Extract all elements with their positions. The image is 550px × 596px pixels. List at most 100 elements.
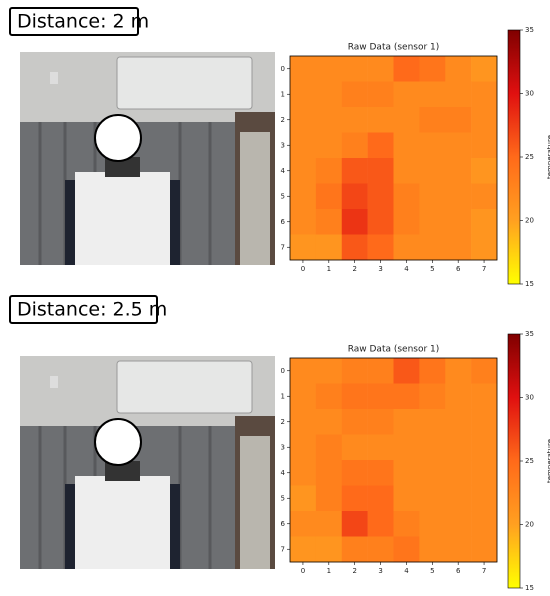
colorbar-label: temperature bbox=[546, 439, 550, 483]
heat-cell bbox=[367, 409, 394, 435]
x-tick-label: 7 bbox=[482, 567, 486, 575]
heat-cell bbox=[471, 81, 498, 108]
photo bbox=[18, 50, 277, 267]
y-tick-label: 6 bbox=[281, 520, 286, 528]
heat-cell bbox=[341, 209, 368, 235]
heat-cell bbox=[367, 132, 394, 159]
heat-cell bbox=[290, 383, 317, 410]
y-tick-label: 6 bbox=[281, 218, 286, 226]
colorbar bbox=[507, 333, 521, 589]
heat-cell bbox=[419, 158, 446, 184]
colorbar-tick-label: 30 bbox=[525, 90, 534, 98]
heat-cell bbox=[290, 56, 317, 82]
heat-cell bbox=[445, 81, 472, 108]
colorbar-tick-label: 35 bbox=[525, 26, 534, 34]
heat-cell bbox=[367, 234, 394, 261]
heat-cell bbox=[367, 56, 394, 82]
heat-cell bbox=[315, 158, 343, 184]
heat-cell bbox=[341, 511, 368, 537]
heat-cell bbox=[393, 409, 420, 435]
heat-cell bbox=[341, 158, 368, 184]
heat-cell bbox=[471, 107, 498, 133]
heat-cell bbox=[445, 234, 472, 261]
y-tick-label: 2 bbox=[281, 116, 285, 124]
heat-cell bbox=[290, 409, 317, 435]
heat-cell bbox=[367, 209, 394, 235]
heat-cell bbox=[393, 81, 420, 108]
heat-cell bbox=[471, 434, 498, 461]
heat-cell bbox=[367, 183, 394, 210]
x-tick-label: 5 bbox=[430, 265, 434, 273]
heat-cell bbox=[445, 209, 472, 235]
heat-cell bbox=[393, 358, 420, 384]
heat-cell bbox=[471, 132, 498, 159]
heat-cell bbox=[341, 434, 368, 461]
heat-cell bbox=[419, 383, 446, 410]
plot-frame bbox=[289, 55, 498, 261]
heat-cell bbox=[367, 536, 394, 563]
heat-cell bbox=[290, 183, 317, 210]
heat-cell bbox=[445, 460, 472, 486]
heat-cell bbox=[393, 460, 420, 486]
heat-cell bbox=[341, 485, 368, 512]
heat-cell bbox=[419, 234, 446, 261]
heat-cell bbox=[393, 383, 420, 410]
label-box bbox=[9, 295, 158, 324]
heat-cell bbox=[315, 183, 343, 210]
heat-cell bbox=[393, 183, 420, 210]
heat-cell bbox=[393, 209, 420, 235]
heat-cell bbox=[445, 132, 472, 159]
colorbar-label: temperature bbox=[546, 135, 550, 179]
y-tick-label: 5 bbox=[281, 192, 285, 200]
heat-cell bbox=[290, 434, 317, 461]
y-tick-label: 4 bbox=[281, 167, 286, 175]
heat-cell bbox=[367, 460, 394, 486]
panel-label: Distance: 2 m bbox=[17, 11, 149, 33]
heat-cell bbox=[419, 81, 446, 108]
x-tick-label: 1 bbox=[327, 265, 331, 273]
heat-cell bbox=[471, 485, 498, 512]
heat-cell bbox=[419, 183, 446, 210]
heat-cell bbox=[341, 234, 368, 261]
x-tick-label: 6 bbox=[456, 567, 461, 575]
heat-cell bbox=[445, 383, 472, 410]
heat-cell bbox=[315, 107, 343, 133]
heat-cell bbox=[445, 409, 472, 435]
heat-cell bbox=[445, 485, 472, 512]
heat-cell bbox=[315, 434, 343, 461]
heat-cell bbox=[393, 434, 420, 461]
heat-cell bbox=[290, 107, 317, 133]
heat-cell bbox=[445, 158, 472, 184]
heat-cell bbox=[315, 132, 343, 159]
x-tick-label: 7 bbox=[482, 265, 486, 273]
colorbar-tick-label: 20 bbox=[525, 521, 534, 529]
x-tick-label: 6 bbox=[456, 265, 461, 273]
y-tick-label: 7 bbox=[281, 545, 285, 553]
heat-cell bbox=[471, 234, 498, 261]
heat-cell bbox=[419, 56, 446, 82]
heat-cell bbox=[290, 536, 317, 563]
heat-cell bbox=[315, 383, 343, 410]
heat-cell bbox=[393, 485, 420, 512]
panel-label: Distance: 2.5 m bbox=[17, 299, 167, 321]
heat-cell bbox=[471, 460, 498, 486]
colorbar bbox=[507, 29, 521, 285]
heat-cell bbox=[367, 358, 394, 384]
heat-cell bbox=[445, 183, 472, 210]
heat-cell bbox=[341, 56, 368, 82]
y-tick-label: 3 bbox=[281, 443, 285, 451]
heat-cell bbox=[471, 56, 498, 82]
heat-cell bbox=[393, 234, 420, 261]
heat-cell bbox=[315, 485, 343, 512]
heat-cell bbox=[341, 132, 368, 159]
heat-cell bbox=[290, 358, 317, 384]
heat-cell bbox=[315, 358, 343, 384]
heat-cell bbox=[367, 511, 394, 537]
x-tick-label: 5 bbox=[430, 567, 434, 575]
heat-cell bbox=[341, 81, 368, 108]
heat-cell bbox=[445, 56, 472, 82]
heat-cell bbox=[341, 183, 368, 210]
colorbar-tick-label: 15 bbox=[525, 280, 534, 288]
heat-cell bbox=[290, 81, 317, 108]
plot-frame bbox=[289, 357, 498, 563]
